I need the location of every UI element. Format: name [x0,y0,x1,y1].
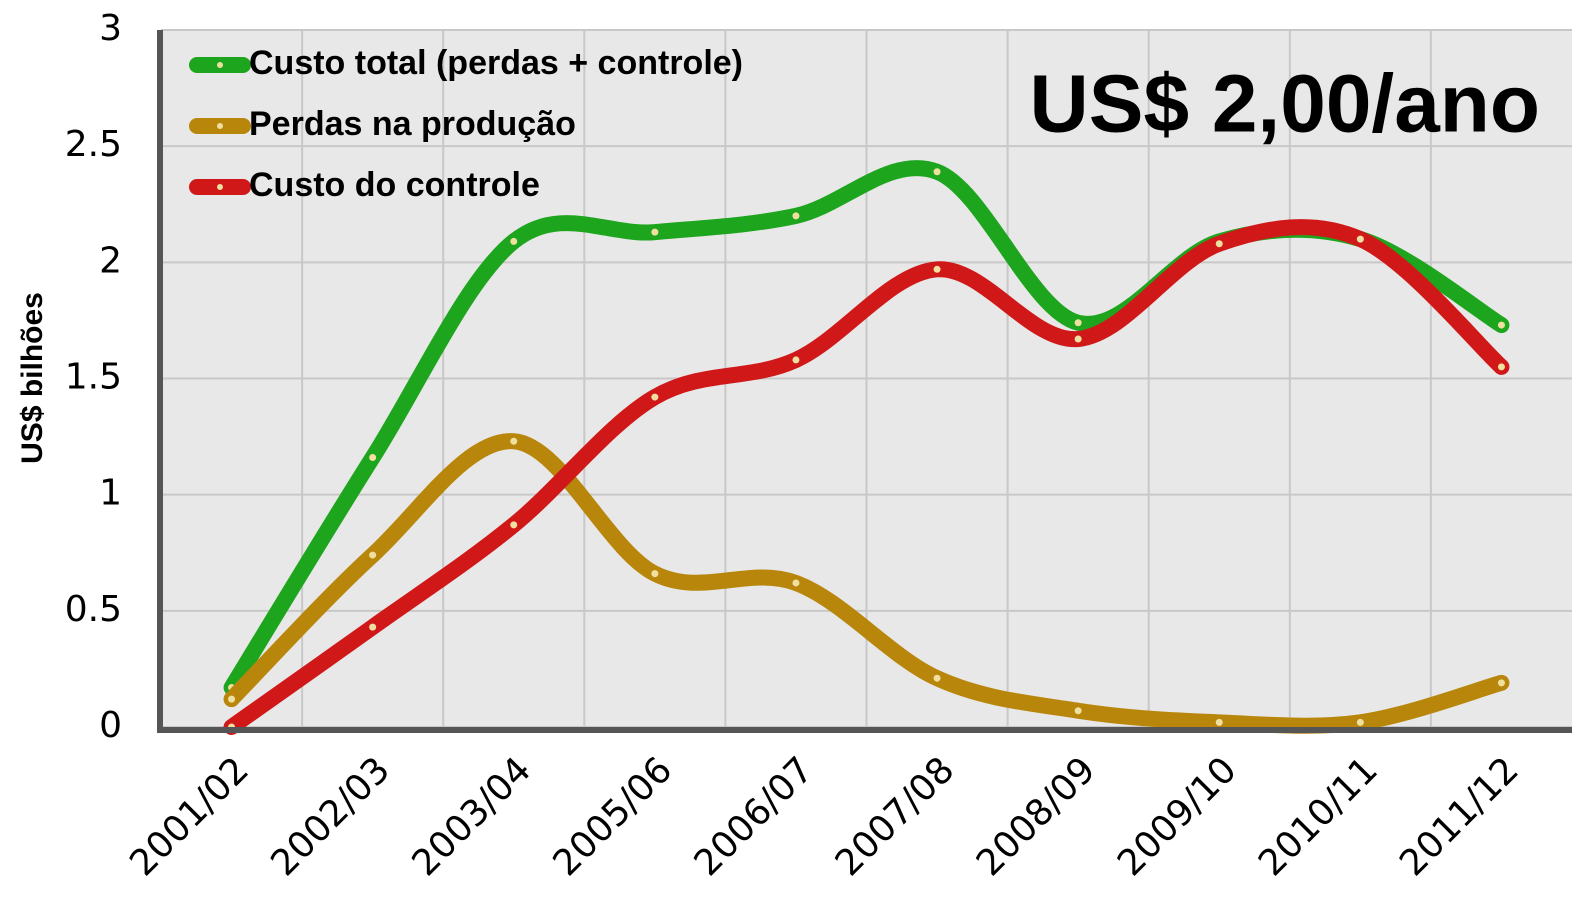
y-tick-label: 3 [99,8,122,49]
y-tick-label: 0.5 [65,589,122,630]
point-marker [933,265,941,273]
point-marker [1356,718,1364,726]
point-marker [792,212,800,220]
x-tick-label: 2008/09 [969,749,1104,884]
legend-label: Custo total (perdas + controle) [249,44,743,82]
point-marker [933,674,941,682]
legend-label: Custo do controle [249,166,540,204]
point-marker [369,551,377,559]
point-marker [1215,240,1223,248]
point-marker [1074,319,1082,327]
point-marker [510,521,518,529]
legend-marker [217,123,223,129]
y-tick-label: 0 [99,705,122,746]
y-tick-label: 2 [99,240,122,281]
x-tick-label: 2002/03 [263,749,398,884]
point-marker [228,695,236,703]
point-marker [510,437,518,445]
legend-marker [217,62,223,68]
y-tick-label: 1 [99,473,122,514]
point-marker [792,579,800,587]
point-marker [1074,335,1082,343]
point-marker [651,570,659,578]
annotation: US$ 2,00/ano [1030,59,1540,150]
point-marker [1497,679,1505,687]
point-marker [651,393,659,401]
point-marker [1356,235,1364,243]
x-tick-label: 2003/04 [404,749,539,884]
point-marker [1497,363,1505,371]
point-marker [1497,321,1505,329]
series-line [223,219,1510,735]
legend-label: Perdas na produção [249,105,576,143]
point-marker [792,356,800,364]
point-marker [651,228,659,236]
y-tick-label: 2.5 [65,124,122,165]
y-axis-label: US$ bilhões [16,292,49,464]
point-marker [1074,707,1082,715]
x-tick-label: 2010/11 [1251,749,1386,884]
point-marker [510,237,518,245]
point-marker [933,168,941,176]
point-marker [1215,718,1223,726]
x-tick-label: 2001/02 [122,749,257,884]
x-tick-label: 2005/06 [546,749,681,884]
x-tick-label: 2007/08 [828,749,963,884]
x-tick-label: 2006/07 [687,749,822,884]
y-tick-label: 1.5 [65,357,122,398]
point-marker [369,623,377,631]
x-tick-label: 2011/12 [1392,749,1527,884]
legend-marker [217,184,223,190]
point-marker [369,453,377,461]
x-tick-label: 2009/10 [1110,749,1245,884]
series-line [223,433,1510,734]
lines [223,160,1510,735]
